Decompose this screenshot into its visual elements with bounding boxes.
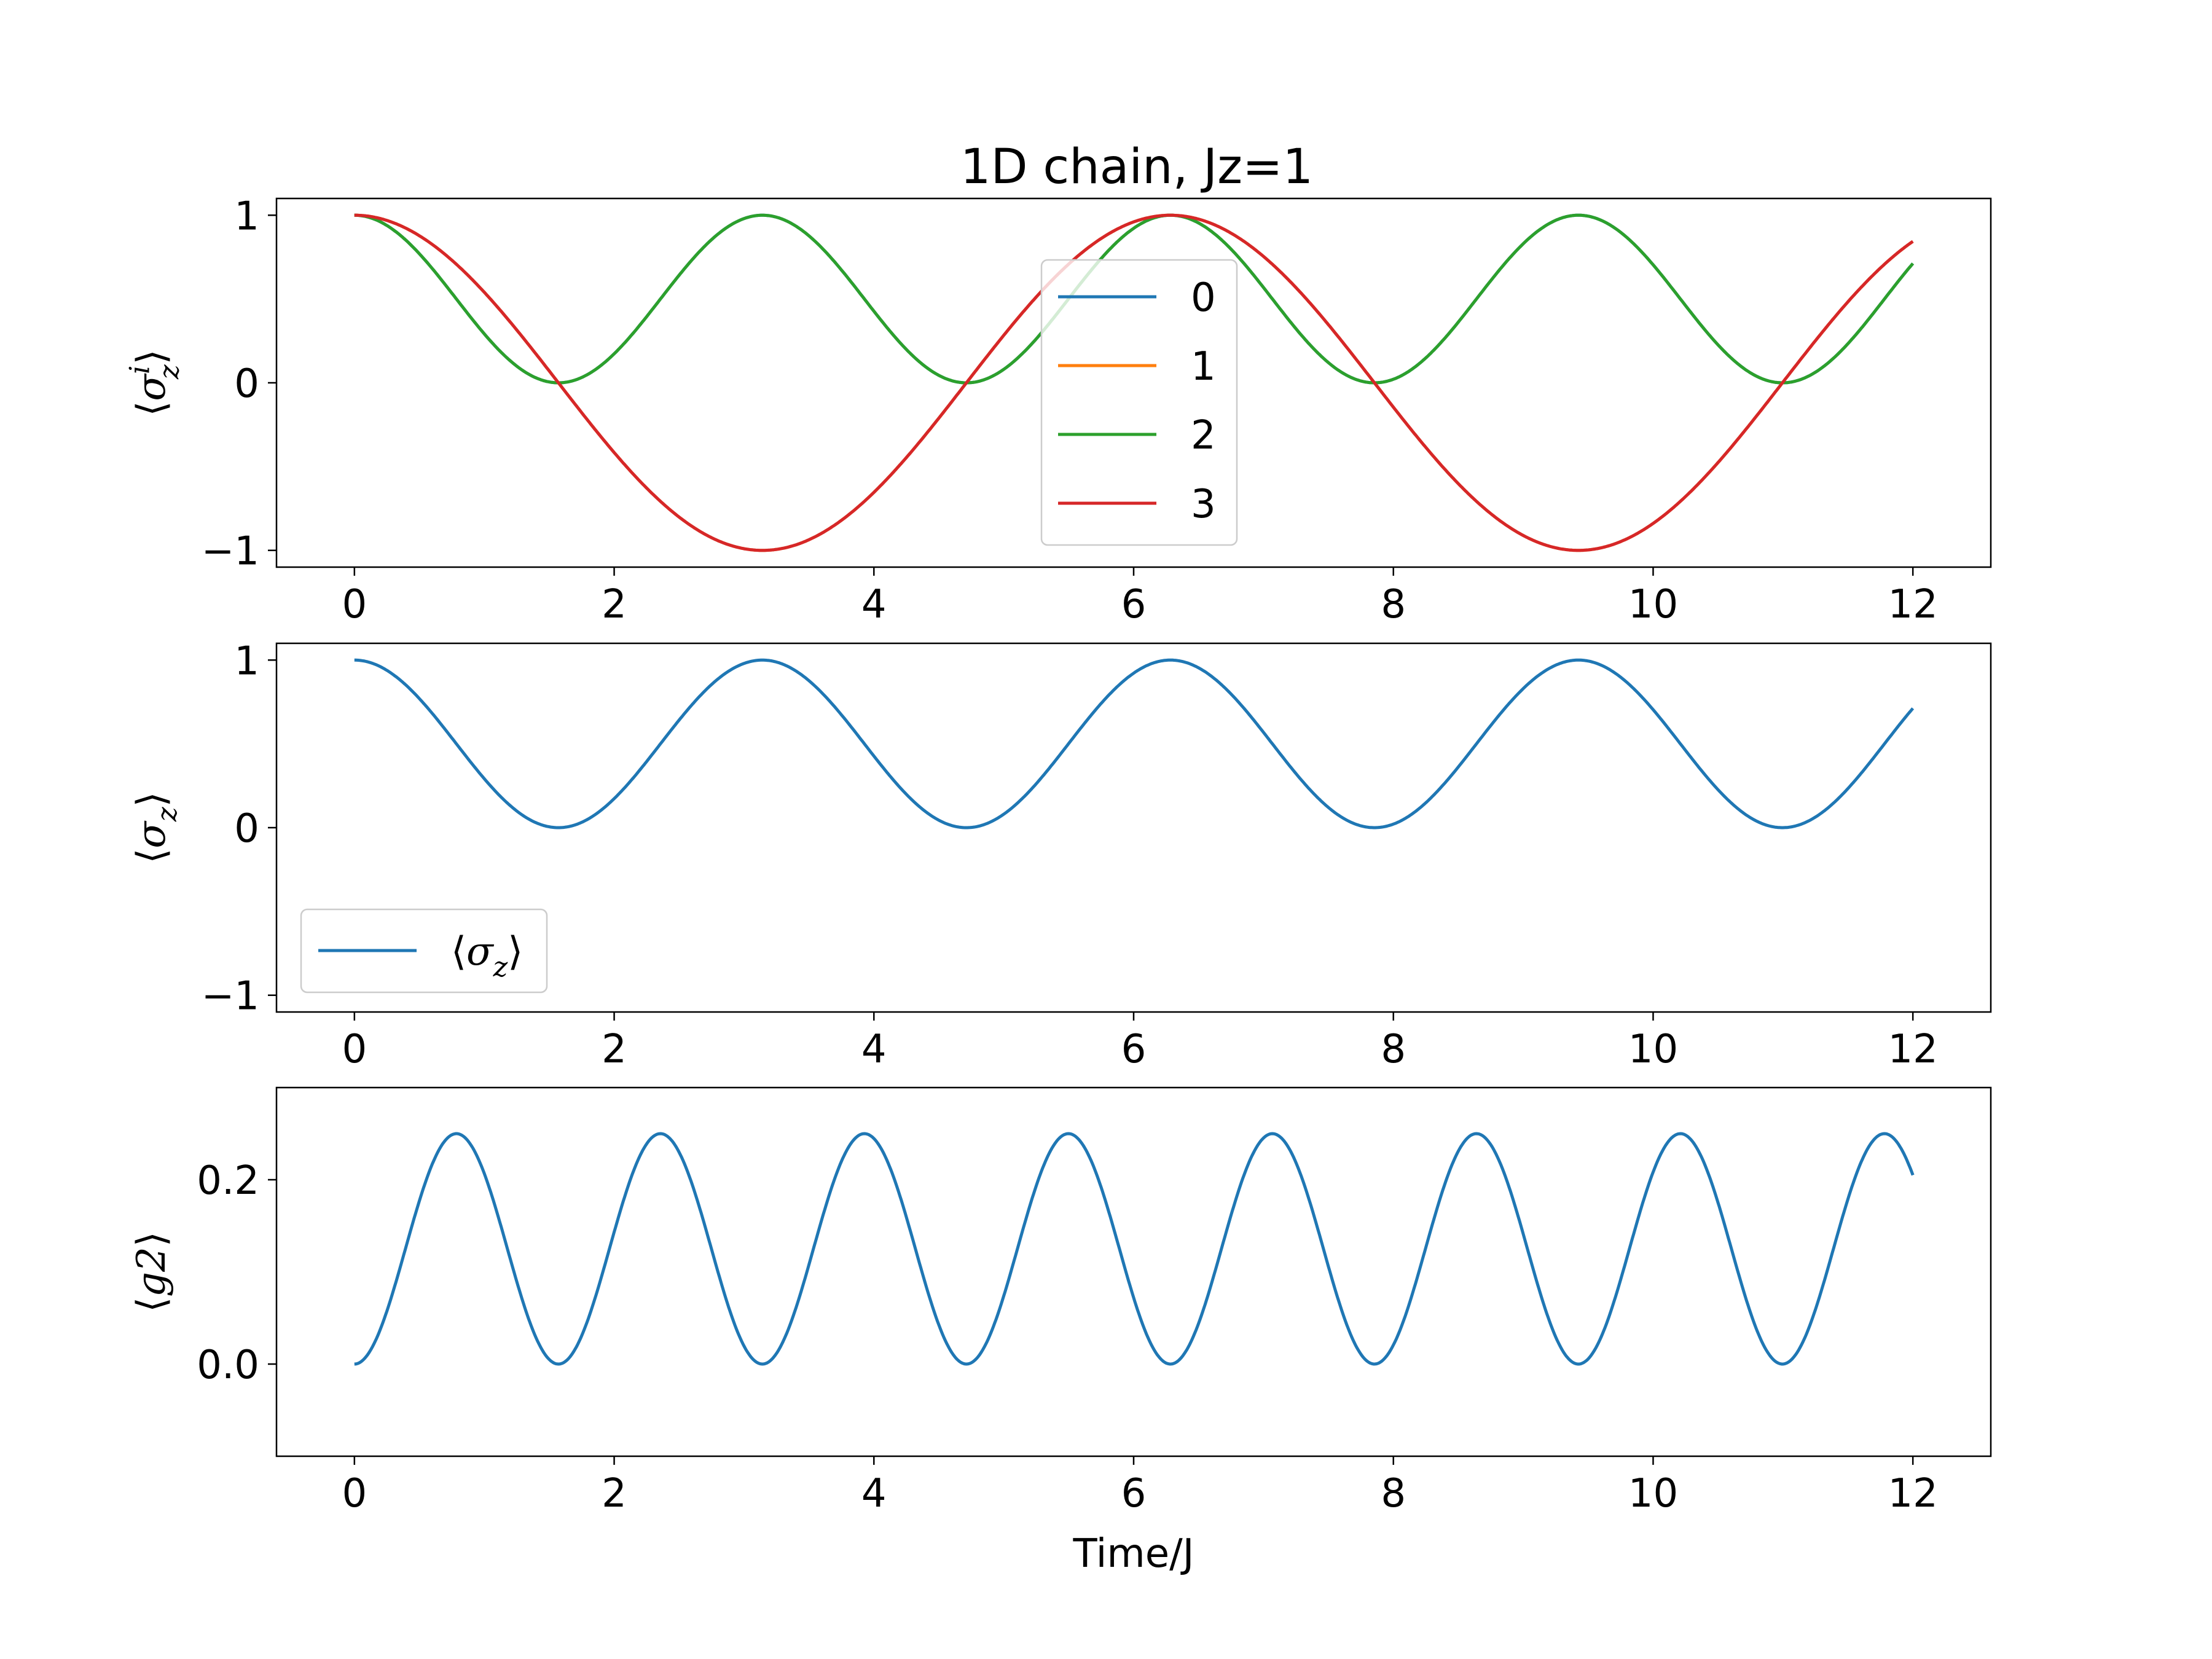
chart-title: 1D chain, Jz=1 (960, 139, 1313, 195)
x-tick-label: 2 (602, 582, 627, 627)
panel-3: 0 2 4 6 8 10 12 0.0 0.2 ⟨g2⟩ Time/J (129, 1086, 1992, 1577)
x-tick-label: 8 (1381, 1027, 1406, 1072)
x-tick-label: 10 (1628, 1471, 1678, 1516)
legend-label: 0 (1191, 275, 1216, 321)
x-tick-label: 2 (602, 1471, 627, 1516)
y-tick-label: −1 (202, 974, 259, 1019)
x-tick-label: 2 (602, 1027, 627, 1072)
x-tick-label: 4 (861, 582, 887, 627)
series-line-1-2 (354, 213, 1915, 385)
legend-box (300, 908, 548, 994)
x-tick-label: 12 (1888, 1027, 1937, 1072)
legend-label: ⟨σz⟩ (451, 929, 523, 983)
legend-label: 1 (1191, 344, 1216, 390)
series-line-3-g2 (354, 1132, 1915, 1366)
y-tick-label: 0 (234, 361, 259, 407)
x-tick-label: 12 (1888, 1471, 1937, 1516)
series-line-2-_z (354, 658, 1915, 830)
x-tick-label: 4 (861, 1471, 887, 1516)
x-tick-label: 8 (1381, 1471, 1406, 1516)
panel-2: 0 2 4 6 8 10 12 −1 0 1 ⟨σz⟩ ⟨σz⟩ (129, 638, 1992, 1072)
legend-label: 2 (1191, 413, 1216, 458)
y-tick-label: 1 (234, 194, 259, 239)
x-tick-label: 0 (342, 1471, 367, 1516)
y-tick-label: 0.0 (197, 1343, 259, 1388)
legend: 0 1 2 3 (1040, 259, 1238, 546)
x-tick-label: 12 (1888, 582, 1937, 627)
y-tick-label: 0 (234, 806, 259, 852)
y-axis-label: ⟨σz⟩ (129, 791, 183, 863)
series-line-1-3 (354, 213, 1914, 552)
y-axis-label: ⟨σiz⟩ (123, 349, 185, 416)
y-tick-label: 0.2 (197, 1158, 259, 1204)
legend: ⟨σz⟩ (300, 908, 548, 994)
x-tick-label: 0 (342, 582, 367, 627)
x-tick-label: 10 (1628, 1027, 1678, 1072)
x-tick-label: 6 (1121, 1471, 1147, 1516)
legend-box (1040, 259, 1238, 546)
x-axis-label: Time/J (1072, 1531, 1194, 1577)
legend-label: 3 (1191, 482, 1216, 527)
y-tick-label: 1 (234, 638, 259, 684)
x-tick-label: 10 (1628, 582, 1678, 627)
x-tick-label: 8 (1381, 582, 1406, 627)
x-tick-label: 0 (342, 1027, 367, 1072)
y-axis-label: ⟨g2⟩ (129, 1231, 175, 1312)
x-tick-label: 6 (1121, 1027, 1147, 1072)
x-tick-label: 6 (1121, 582, 1147, 627)
y-tick-label: −1 (202, 529, 259, 575)
x-tick-label: 4 (861, 1027, 887, 1072)
